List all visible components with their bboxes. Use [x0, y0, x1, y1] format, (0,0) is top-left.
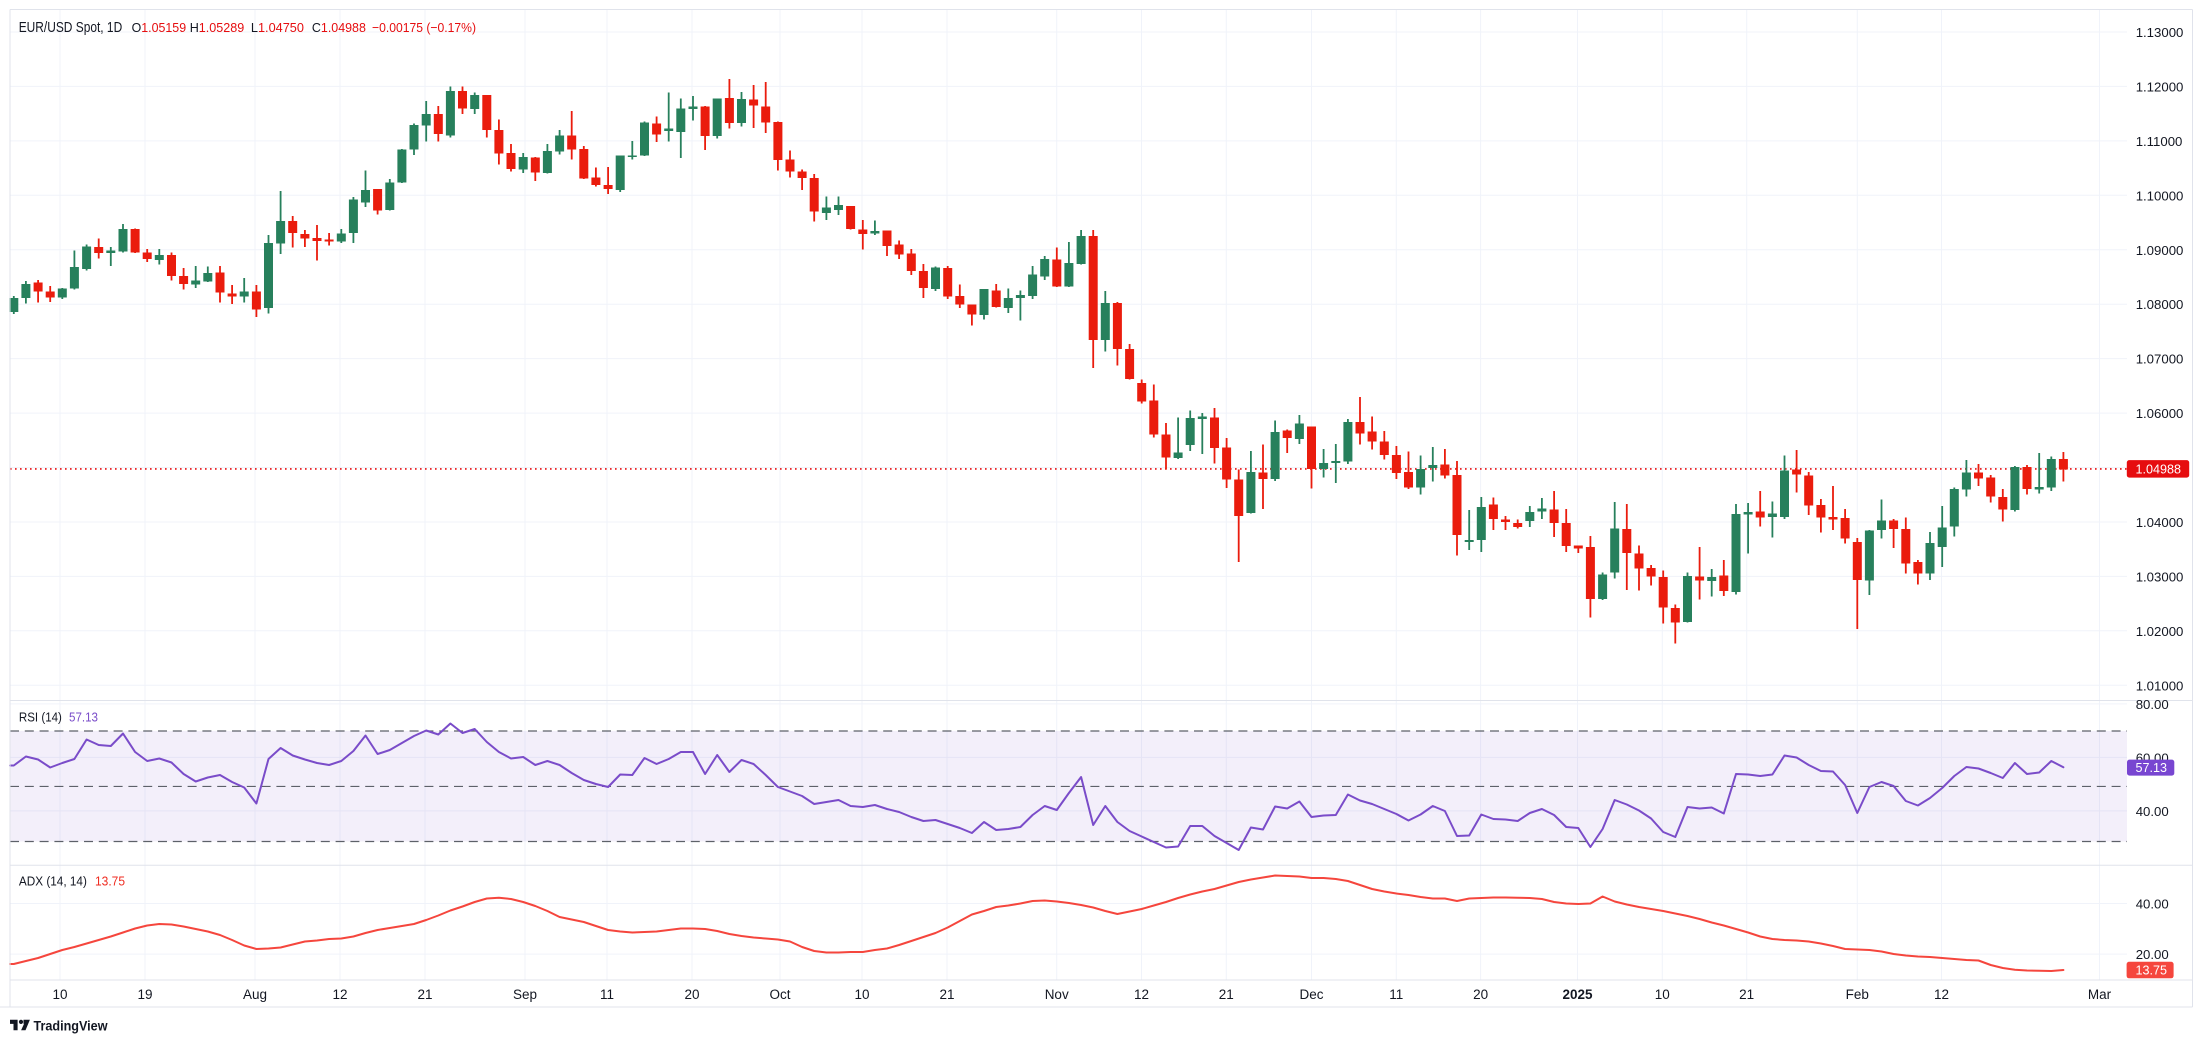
svg-text:Aug: Aug: [243, 987, 267, 1002]
svg-text:1.11000: 1.11000: [2136, 134, 2183, 149]
svg-text:21: 21: [417, 987, 432, 1002]
svg-text:20: 20: [684, 987, 699, 1002]
svg-text:12: 12: [1134, 987, 1149, 1002]
svg-text:1.06000: 1.06000: [2136, 406, 2184, 421]
svg-text:10: 10: [52, 987, 67, 1002]
svg-text:1.10000: 1.10000: [2136, 188, 2184, 203]
svg-text:40.00: 40.00: [2136, 804, 2169, 819]
svg-text:1.09000: 1.09000: [2136, 243, 2184, 258]
svg-text:1.07000: 1.07000: [2136, 352, 2184, 367]
svg-text:Mar: Mar: [2088, 987, 2112, 1002]
svg-text:13.75: 13.75: [2136, 964, 2168, 978]
svg-text:Oct: Oct: [769, 987, 790, 1002]
svg-text:11: 11: [600, 987, 614, 1002]
svg-text:Sep: Sep: [513, 987, 537, 1002]
svg-text:40.00: 40.00: [2136, 897, 2169, 912]
svg-text:TradingView: TradingView: [34, 1019, 109, 1035]
svg-text:11: 11: [1389, 987, 1403, 1002]
svg-text:O1.05159: O1.05159: [132, 20, 187, 35]
svg-text:21: 21: [939, 987, 954, 1002]
svg-text:Feb: Feb: [1846, 987, 1869, 1002]
svg-text:1.01000: 1.01000: [2136, 678, 2184, 693]
svg-text:12: 12: [1934, 987, 1949, 1002]
svg-text:1.04988: 1.04988: [2136, 463, 2182, 477]
svg-text:57.13: 57.13: [69, 711, 98, 725]
svg-text:1.03000: 1.03000: [2136, 569, 2184, 584]
svg-text:1.08000: 1.08000: [2136, 297, 2184, 312]
svg-text:ADX (14, 14): ADX (14, 14): [19, 875, 87, 889]
svg-text:RSI (14): RSI (14): [19, 711, 62, 725]
svg-text:H1.05289: H1.05289: [190, 20, 245, 35]
svg-text:10: 10: [854, 987, 869, 1002]
svg-text:C1.04988: C1.04988: [312, 20, 366, 35]
svg-text:19: 19: [137, 987, 152, 1002]
svg-text:1.04000: 1.04000: [2136, 515, 2184, 530]
svg-text:20: 20: [1473, 987, 1488, 1002]
svg-text:1.02000: 1.02000: [2136, 624, 2184, 639]
svg-text:57.13: 57.13: [2136, 761, 2168, 775]
svg-text:EUR/USD Spot, 1D: EUR/USD Spot, 1D: [19, 20, 123, 36]
svg-text:10: 10: [1655, 987, 1670, 1002]
svg-text:−0.00175 (−0.17%): −0.00175 (−0.17%): [372, 20, 476, 35]
svg-text:1.13000: 1.13000: [2136, 25, 2184, 40]
svg-text:20.00: 20.00: [2136, 947, 2169, 962]
svg-text:Dec: Dec: [1299, 987, 1323, 1002]
svg-text:1.12000: 1.12000: [2136, 79, 2184, 94]
svg-text:13.75: 13.75: [95, 875, 125, 889]
svg-text:L1.04750: L1.04750: [251, 20, 304, 35]
svg-text:12: 12: [332, 987, 347, 1002]
svg-text:21: 21: [1739, 987, 1754, 1002]
svg-text:2025: 2025: [1562, 987, 1593, 1002]
svg-text:21: 21: [1219, 987, 1234, 1002]
svg-text:Nov: Nov: [1045, 987, 1069, 1002]
svg-text:80.00: 80.00: [2136, 697, 2169, 712]
